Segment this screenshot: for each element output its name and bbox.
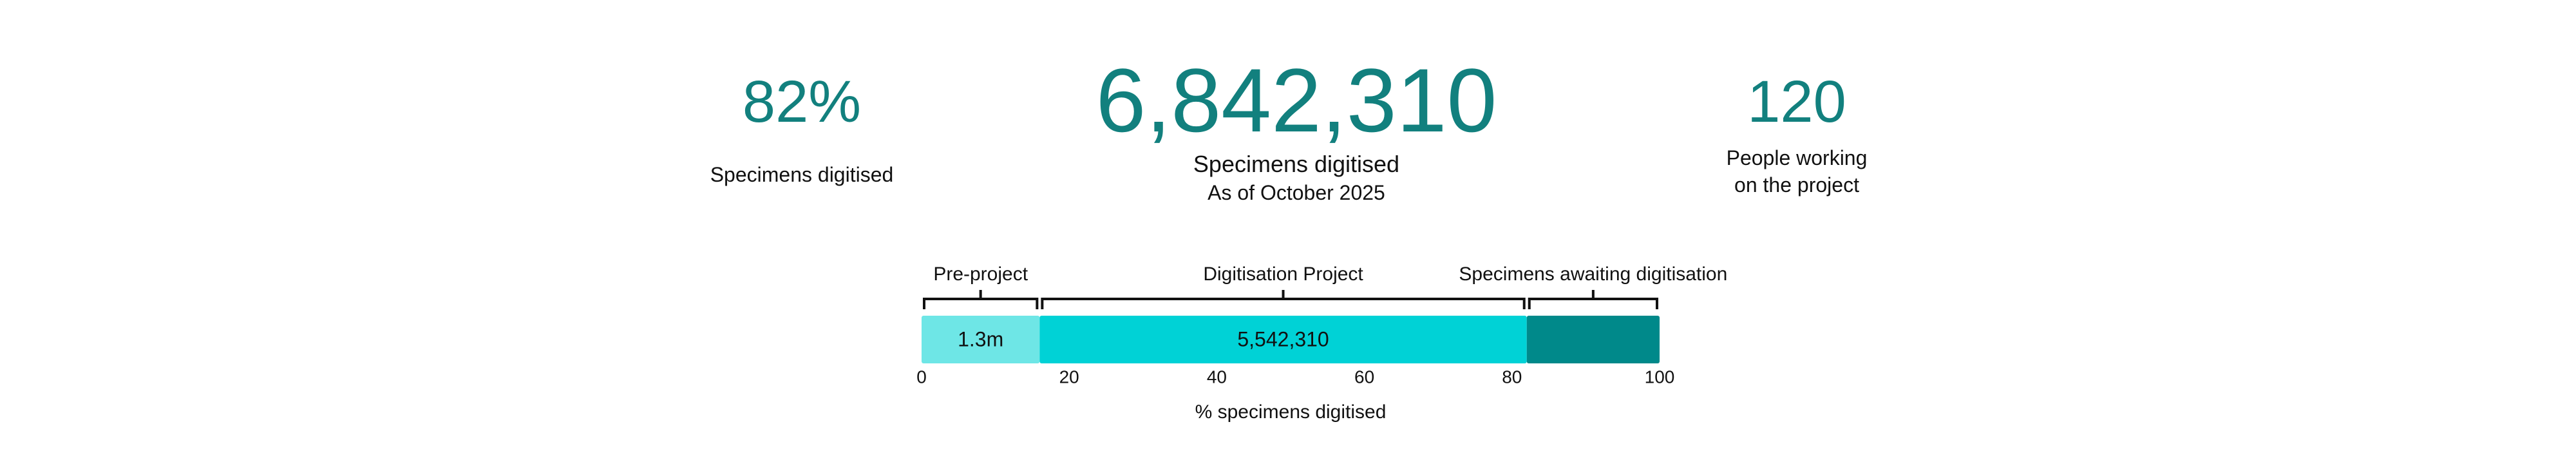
bracket-label: Specimens awaiting digitisation bbox=[1459, 264, 1727, 285]
bracket bbox=[923, 290, 1039, 309]
x-tick-label: 40 bbox=[1207, 367, 1227, 387]
stat-label: People working on the project bbox=[1726, 146, 1868, 197]
segment-label: 5,542,310 bbox=[1237, 327, 1329, 350]
stat-value: 6,842,310 bbox=[1095, 50, 1497, 151]
stat-value: 120 bbox=[1747, 69, 1846, 135]
stat-label: Specimens digitised bbox=[1193, 151, 1400, 177]
x-tick-label: 0 bbox=[916, 367, 927, 387]
bracket bbox=[1041, 290, 1526, 309]
x-tick-label: 100 bbox=[1645, 367, 1675, 387]
stat: 82% Specimens digitised bbox=[710, 72, 894, 188]
stat-label: Specimens digitised bbox=[710, 163, 894, 186]
bar-segment bbox=[922, 316, 1040, 363]
bar-segment bbox=[1526, 316, 1660, 363]
bar-segment bbox=[1039, 316, 1527, 363]
bracket-label: Digitisation Project bbox=[1203, 264, 1363, 285]
bracket-label: Pre-project bbox=[933, 264, 1028, 285]
x-tick-label: 80 bbox=[1502, 367, 1522, 387]
x-tick-label: 20 bbox=[1059, 367, 1079, 387]
segment-label: 1.3m bbox=[958, 327, 1003, 350]
stat-note: As of October 2025 bbox=[1208, 181, 1385, 204]
bracket bbox=[1528, 290, 1658, 309]
x-axis-label: % specimens digitised bbox=[1195, 401, 1387, 423]
stat: 120 People working on the project bbox=[1719, 72, 1874, 198]
x-tick-label: 60 bbox=[1354, 367, 1374, 387]
stat-value: 82% bbox=[742, 69, 862, 135]
stat: 6,842,310 Specimens digitised As of Octo… bbox=[1096, 55, 1497, 206]
